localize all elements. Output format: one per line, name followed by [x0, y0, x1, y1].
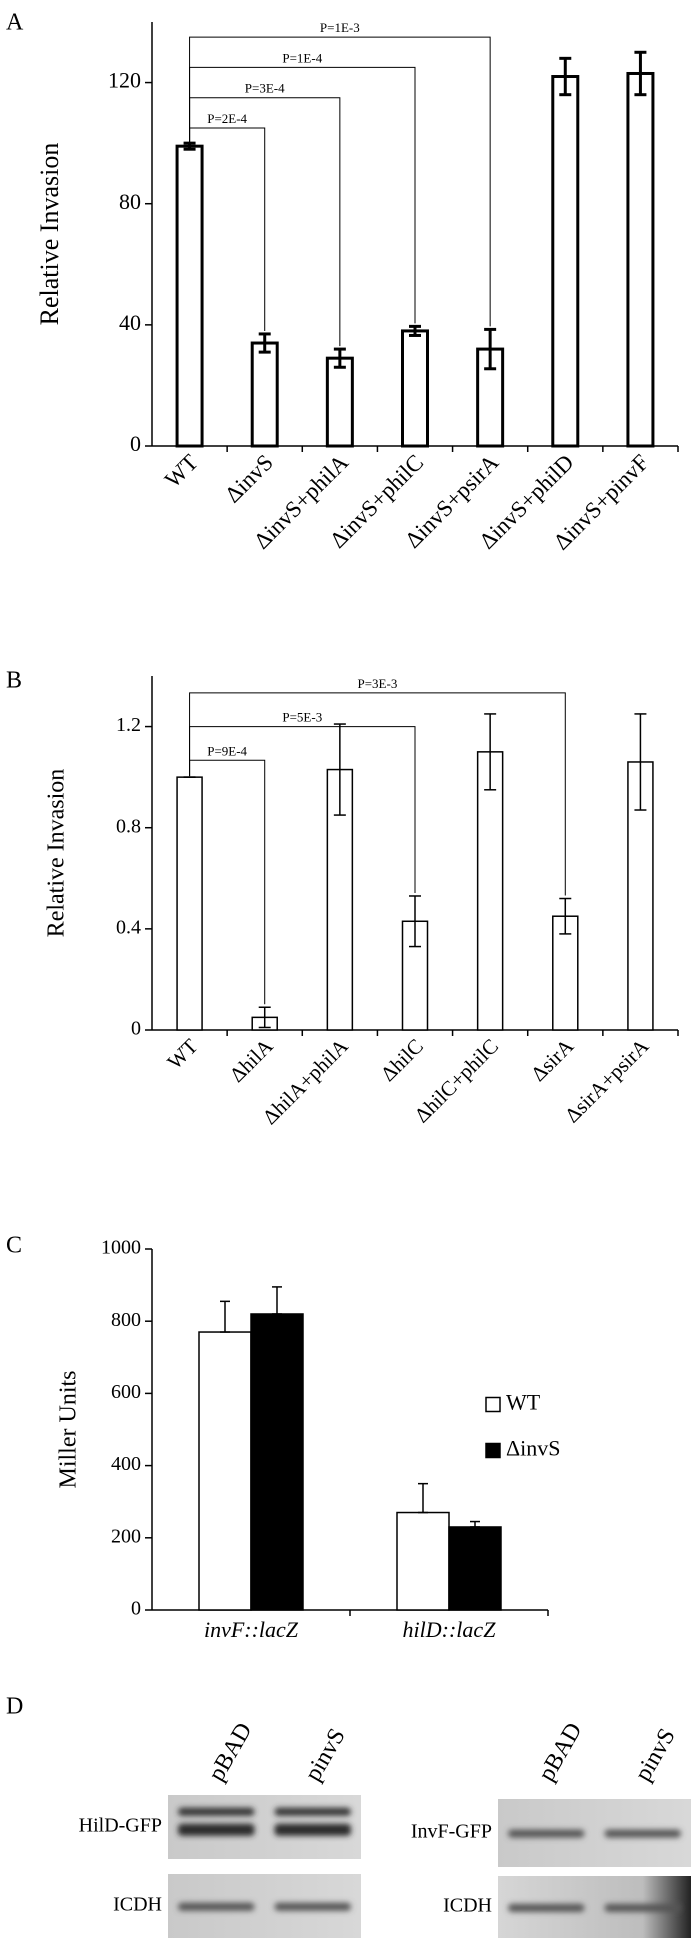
p-value-label: P=1E-3	[320, 20, 360, 35]
y-tick-label: 40	[119, 310, 141, 335]
blot-band	[508, 1829, 585, 1838]
p-value-label: P=5E-3	[282, 710, 322, 725]
lane-label: pinvS	[300, 1724, 351, 1786]
x-tick-label: ΔsirA	[526, 1033, 579, 1086]
legend-label: WT	[506, 1390, 541, 1415]
bar	[626, 71, 655, 448]
bar	[198, 1331, 252, 1611]
y-tick-label: 200	[111, 1525, 141, 1547]
y-tick-label: 80	[119, 189, 141, 214]
x-tick-label: invF::lacZ	[204, 1617, 299, 1642]
bar	[250, 341, 279, 448]
bar	[401, 329, 429, 448]
p-value-label: P=3E-4	[245, 81, 285, 96]
x-tick-label: ΔhilC	[376, 1034, 428, 1086]
legend-swatch	[485, 1396, 501, 1413]
panel-label: B	[6, 668, 22, 694]
blot-band	[508, 1903, 585, 1912]
y-tick-label: 120	[108, 68, 141, 93]
bar	[551, 75, 580, 448]
bar	[476, 751, 504, 1031]
row-label: ICDH	[443, 1895, 492, 1917]
legend-swatch	[485, 1442, 501, 1459]
lane-label: pinvS	[630, 1724, 681, 1786]
p-value-label: P=2E-4	[207, 111, 247, 126]
blot-band	[604, 1829, 681, 1838]
lane-label: pBAD	[204, 1718, 258, 1785]
bar	[175, 144, 204, 448]
blot-band	[178, 1807, 255, 1816]
bar	[448, 1526, 502, 1611]
y-tick-label: 0.8	[116, 815, 141, 837]
blot-band	[274, 1902, 351, 1911]
bar	[176, 776, 203, 1031]
y-tick-label: 0	[131, 1598, 141, 1620]
x-tick-label: ΔhilA	[225, 1033, 279, 1087]
significance-bracket	[189, 36, 491, 327]
panel-label: D	[6, 1694, 23, 1720]
blot-band	[178, 1902, 255, 1911]
p-value-label: P=3E-3	[358, 676, 398, 691]
row-label: HilD-GFP	[79, 1815, 162, 1837]
blot-band	[274, 1823, 351, 1836]
y-tick-label: 600	[111, 1381, 141, 1403]
significance-bracket	[189, 66, 416, 324]
y-tick-label: 1.2	[116, 714, 141, 736]
y-axis-label: Relative Invasion	[44, 769, 70, 938]
y-axis-label: Relative Invasion	[35, 143, 64, 326]
blot-band	[178, 1823, 255, 1836]
x-tick-label: hilD::lacZ	[403, 1617, 497, 1642]
bar	[325, 356, 354, 448]
panel-label: A	[6, 10, 24, 36]
significance-bracket	[189, 692, 566, 896]
legend-label: ΔinvS	[506, 1436, 561, 1461]
y-axis-label: Miller Units	[56, 1371, 82, 1489]
row-label: ICDH	[113, 1894, 162, 1916]
bar	[250, 1313, 304, 1611]
lane-label: pBAD	[534, 1718, 588, 1785]
panel-label: C	[6, 1233, 22, 1259]
blot-band	[604, 1903, 681, 1912]
x-tick-label: WT	[160, 450, 203, 493]
blot-band	[274, 1807, 351, 1816]
row-label: InvF-GFP	[411, 1821, 492, 1843]
bar	[552, 915, 579, 1031]
y-tick-label: 0.4	[116, 916, 141, 938]
y-tick-label: 0	[131, 1018, 141, 1040]
p-value-label: P=1E-4	[282, 50, 322, 65]
x-tick-label: ΔinvS	[220, 450, 278, 508]
x-tick-label: WT	[162, 1034, 202, 1074]
bar	[396, 1511, 450, 1611]
y-tick-label: 1000	[101, 1237, 141, 1259]
p-value-label: P=9E-4	[207, 743, 247, 758]
y-tick-label: 400	[111, 1453, 141, 1475]
y-tick-label: 0	[130, 431, 141, 456]
y-tick-label: 800	[111, 1309, 141, 1331]
